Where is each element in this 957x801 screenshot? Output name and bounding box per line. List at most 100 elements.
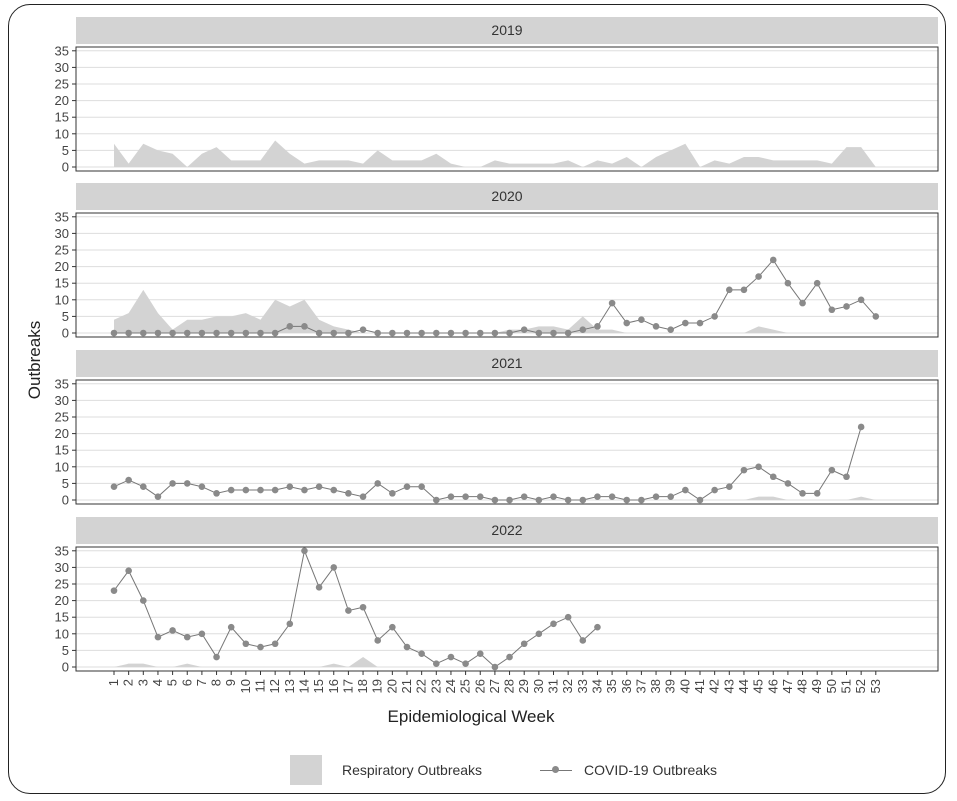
covid-point	[594, 323, 601, 330]
covid-point	[374, 637, 382, 644]
covid-point	[550, 329, 557, 337]
covid-point	[374, 480, 382, 487]
covid-point	[784, 279, 792, 287]
covid-point	[682, 319, 689, 327]
y-tick-label: 30	[55, 560, 69, 575]
respiratory-area	[114, 289, 876, 333]
x-tick-label: 8	[209, 679, 224, 686]
covid-point	[594, 623, 601, 631]
x-tick-label: 1	[106, 679, 121, 686]
covid-point	[433, 496, 440, 504]
covid-point	[447, 329, 455, 337]
legend-area-swatch	[290, 755, 322, 785]
covid-point	[154, 493, 162, 500]
covid-point	[345, 490, 352, 497]
x-tick-label: 7	[194, 679, 209, 686]
x-tick-label: 36	[619, 679, 634, 693]
covid-point	[667, 493, 674, 500]
y-axis-title: Outbreaks	[25, 321, 44, 399]
panel-title: 2019	[491, 22, 522, 38]
x-tick-label: 34	[589, 679, 604, 693]
covid-point	[198, 483, 206, 491]
x-tick-label: 51	[839, 679, 854, 693]
covid-point	[110, 329, 118, 337]
x-tick-label: 46	[765, 679, 780, 693]
covid-point	[286, 620, 294, 628]
x-tick-label: 12	[267, 679, 282, 693]
covid-point	[125, 567, 132, 575]
y-tick-label: 20	[55, 593, 69, 608]
x-tick-label: 13	[282, 679, 297, 693]
covid-point	[799, 299, 806, 307]
y-tick-label: 0	[62, 493, 69, 508]
x-tick-label: 35	[604, 679, 619, 693]
x-axis-title: Epidemiological Week	[388, 707, 555, 726]
covid-point	[242, 329, 250, 337]
x-tick-label: 45	[751, 679, 766, 693]
covid-point	[315, 584, 323, 591]
y-tick-label: 15	[55, 276, 69, 291]
y-tick-label: 5	[62, 643, 69, 658]
covid-point	[418, 483, 425, 491]
x-tick-label: 6	[179, 679, 194, 686]
covid-point	[520, 640, 528, 648]
covid-point	[389, 490, 396, 497]
legend-respiratory-label: Respiratory Outbreaks	[342, 762, 483, 778]
x-tick-label: 40	[677, 679, 692, 693]
covid-point	[227, 486, 235, 494]
x-tick-label: 22	[414, 679, 429, 693]
y-tick-label: 35	[55, 543, 69, 558]
covid-point	[579, 496, 587, 504]
y-tick-label: 25	[55, 77, 69, 92]
x-tick-label: 2	[121, 679, 136, 686]
x-tick-label: 38	[648, 679, 663, 693]
panel-title: 2020	[491, 188, 522, 204]
covid-point	[345, 607, 352, 614]
covid-point	[257, 329, 264, 337]
x-tick-label: 52	[853, 679, 868, 693]
x-tick-label: 27	[487, 679, 502, 693]
x-tick-label: 15	[311, 679, 326, 693]
x-tick-label: 53	[868, 679, 883, 693]
covid-point	[213, 653, 220, 661]
covid-point	[491, 663, 499, 671]
x-tick-label: 49	[809, 679, 824, 693]
covid-point	[564, 329, 572, 337]
covid-point	[183, 480, 191, 487]
covid-point	[476, 329, 484, 337]
y-tick-label: 0	[62, 160, 69, 175]
covid-point	[623, 496, 631, 504]
panel-strip	[76, 517, 938, 544]
x-tick-label: 21	[399, 679, 414, 693]
covid-point	[359, 493, 367, 500]
x-tick-label: 37	[633, 679, 648, 693]
x-tick-label: 47	[780, 679, 795, 693]
respiratory-area	[114, 657, 876, 667]
covid-point	[198, 630, 206, 638]
y-tick-label: 0	[62, 326, 69, 341]
x-tick-label: 9	[223, 679, 238, 686]
covid-point	[667, 326, 674, 333]
covid-point	[242, 486, 250, 494]
panel-strip	[76, 183, 938, 210]
covid-point	[843, 303, 850, 310]
y-tick-label: 15	[55, 110, 69, 125]
x-tick-label: 39	[663, 679, 678, 693]
covid-point	[550, 493, 557, 500]
y-tick-label: 35	[55, 209, 69, 224]
covid-point	[345, 329, 352, 337]
covid-point	[535, 496, 543, 504]
covid-point	[286, 323, 294, 330]
y-tick-label: 20	[55, 259, 69, 274]
y-tick-label: 10	[55, 126, 69, 141]
x-tick-label: 11	[253, 679, 268, 693]
covid-point	[315, 483, 323, 491]
legend-line-marker	[540, 755, 572, 785]
covid-point	[169, 329, 176, 337]
covid-point	[594, 493, 601, 500]
panel-border	[75, 46, 939, 172]
covid-point	[506, 653, 513, 661]
y-tick-label: 25	[55, 410, 69, 425]
covid-point	[755, 273, 762, 280]
